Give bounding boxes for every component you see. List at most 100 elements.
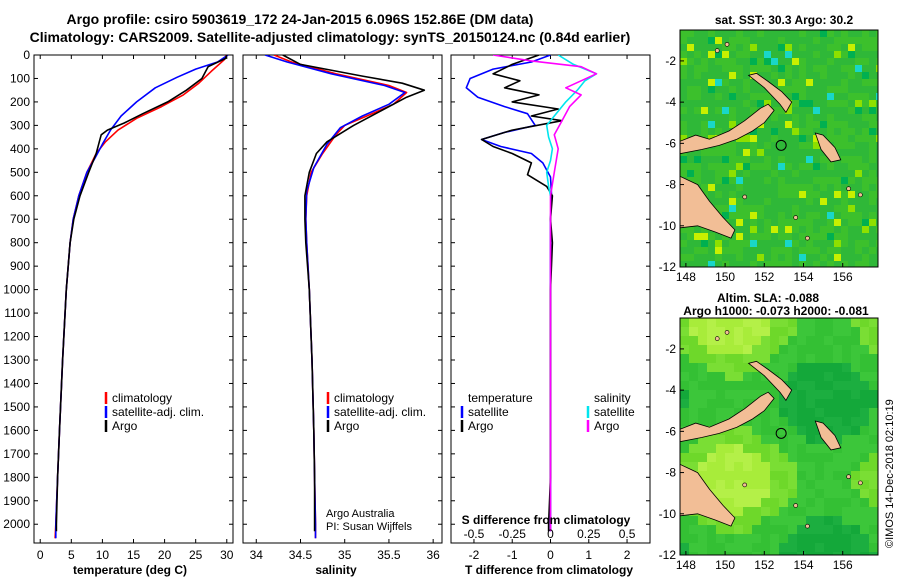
map-field-cell [743, 426, 753, 436]
map-field-cell [813, 100, 821, 108]
map-field-cell [757, 205, 765, 213]
map-field-cell [797, 489, 807, 499]
map-field-cell [797, 444, 807, 454]
map-field-cell [716, 453, 726, 463]
map-field-cell [806, 426, 816, 436]
map-field-cell [716, 489, 726, 499]
map-field-cell [743, 142, 751, 150]
map-field-cell [725, 507, 735, 517]
map-field-cell [778, 44, 786, 52]
map-field-cell [778, 247, 786, 255]
map-field-cell [797, 462, 807, 472]
depth-tick-label: 600 [10, 189, 30, 203]
map-field-cell [722, 233, 730, 241]
map-field-cell [815, 399, 825, 409]
map-field-cell [743, 37, 751, 45]
map-field-cell [764, 240, 772, 248]
map-field-cell [761, 327, 771, 337]
map-field-cell [841, 79, 849, 87]
map-field-cell [680, 37, 688, 45]
map-field-cell [827, 121, 835, 129]
map-field-cell [716, 525, 726, 535]
map-field-cell [806, 240, 814, 248]
salinity-legend: climatology satellite-adj. clim. Argo [326, 391, 426, 433]
map-field-cell [770, 390, 780, 400]
map-field-cell [757, 254, 765, 262]
map-field-cell [725, 525, 735, 535]
map-field-cell [876, 142, 878, 150]
map-field-cell [752, 435, 762, 445]
map-field-cell [862, 30, 870, 38]
map-field-cell [834, 72, 842, 80]
map-field-cell [680, 543, 690, 553]
map-field-cell [815, 417, 825, 427]
map-field-cell [820, 254, 828, 262]
s-difference-tick-label: 0 [547, 527, 554, 541]
map-field-cell [750, 233, 758, 241]
map-field-cell [761, 318, 771, 328]
map-field-cell [876, 261, 878, 267]
map-field-cell [792, 177, 800, 185]
s-difference-tick-label: -0.5 [464, 527, 485, 541]
map-field-cell [848, 198, 856, 206]
map-field-cell [734, 318, 744, 328]
map-field-cell [770, 453, 780, 463]
map-field-cell [778, 219, 786, 227]
map-field-cell [743, 93, 751, 101]
map-field-cell [761, 453, 771, 463]
map-field-cell [869, 163, 877, 171]
map-field-cell [806, 516, 816, 526]
map-field-cell [707, 471, 717, 481]
map-field-cell [820, 44, 828, 52]
map-field-cell [708, 240, 716, 248]
salinity-x-tick-label: 35 [338, 548, 352, 562]
map-field-cell [869, 247, 877, 255]
map-field-cell [778, 30, 786, 38]
map-field-cell [698, 444, 708, 454]
map-field-cell [813, 149, 821, 157]
map-field-cell [824, 390, 834, 400]
map-field-cell [869, 240, 877, 248]
map-field-cell [734, 327, 744, 337]
map-field-cell [820, 261, 828, 267]
temperature-x-tick-label: 20 [158, 548, 172, 562]
map-field-cell [698, 435, 708, 445]
map-field-cell [764, 191, 772, 199]
map-field-cell [743, 507, 753, 517]
map-field-cell [743, 318, 753, 328]
map-field-cell [716, 534, 726, 544]
map-field-cell [750, 30, 758, 38]
map-field-cell [771, 177, 779, 185]
map-field-cell [779, 372, 789, 382]
map-field-cell [815, 462, 825, 472]
map-field-cell [860, 381, 870, 391]
map-field-cell [799, 44, 807, 52]
map-field-cell [722, 149, 730, 157]
map-field-cell [764, 156, 772, 164]
map-field-cell [761, 417, 771, 427]
map-field-cell [785, 191, 793, 199]
map-lon-label: 148 [676, 270, 696, 284]
map-field-cell [778, 37, 786, 45]
map-field-cell [869, 86, 877, 94]
map-field-cell [806, 552, 816, 555]
map-field-cell [834, 44, 842, 52]
map-field-cell [750, 254, 758, 262]
map-field-cell [771, 191, 779, 199]
difference-legend-temperature: temperature satellite Argo [460, 391, 533, 433]
map-field-cell [707, 534, 717, 544]
map-field-cell [694, 261, 702, 267]
map-field-cell [779, 336, 789, 346]
map-field-cell [785, 58, 793, 66]
map-field-cell [722, 212, 730, 220]
map-field-cell [851, 516, 861, 526]
map-field-cell [792, 135, 800, 143]
map-field-cell [743, 543, 753, 553]
map-field-cell [792, 170, 800, 178]
map-field-cell [743, 163, 751, 171]
map-field-cell [764, 261, 772, 267]
map-field-cell [799, 51, 807, 59]
map-field-cell [827, 128, 835, 136]
map-field-cell [701, 121, 709, 129]
map-field-cell [725, 534, 735, 544]
